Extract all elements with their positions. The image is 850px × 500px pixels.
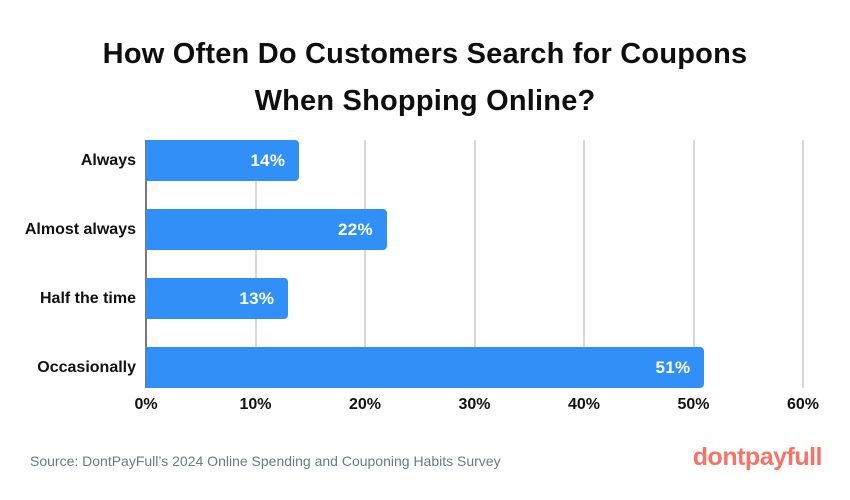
category-label: Almost always <box>24 220 136 238</box>
chart-title-line1: How Often Do Customers Search for Coupon… <box>102 38 748 70</box>
bar-row: Half the time 13% <box>40 278 803 319</box>
gridline <box>473 140 476 388</box>
chart-title: How Often Do Customers Search for Coupon… <box>0 31 850 125</box>
category-label: Occasionally <box>37 358 136 376</box>
x-tick-label: 40% <box>567 396 601 413</box>
gridline <box>364 140 366 388</box>
bar-row: Occasionally 51% <box>37 347 803 388</box>
bar: 51% <box>146 347 705 388</box>
x-tick-label: 50% <box>677 396 710 413</box>
category-label: Always <box>80 151 136 169</box>
x-tick-label: 10% <box>239 396 272 413</box>
dontpayfull-logo: dontpayfull <box>692 443 823 471</box>
bar-value-label: 51% <box>655 357 691 377</box>
plot-area: Always 14% Almost always 22% Half the time 13… <box>25 140 804 388</box>
gridline <box>254 140 257 388</box>
bars-container: Always 14% Almost always 22% Half the time 13… <box>25 140 803 388</box>
bar-value-label: 13% <box>239 288 275 308</box>
bar-row: Always 14% <box>81 140 803 181</box>
gridlines <box>145 140 804 388</box>
bar-value-label: 22% <box>337 219 373 239</box>
bar-value-label: 14% <box>250 150 286 170</box>
chart-title-line2: When Shopping Online? <box>254 85 596 117</box>
bar: 14% <box>146 140 300 181</box>
bar: 22% <box>146 209 387 250</box>
source-note: Source: DontPayFull’s 2024 Online Spendi… <box>30 453 501 469</box>
x-tick-label: 60% <box>786 396 820 413</box>
gridline <box>583 140 585 388</box>
x-tick-label: 20% <box>348 396 382 413</box>
gridline <box>692 140 695 388</box>
x-axis-tick-labels: 0% 10% 20% 30% 40% 50% 60% <box>134 396 819 418</box>
bar: 13% <box>146 278 289 319</box>
x-tick-label: 0% <box>134 396 158 413</box>
category-label: Half the time <box>39 289 136 307</box>
gridline <box>802 140 804 388</box>
y-axis-line <box>145 140 147 388</box>
bar-row: Almost always 22% <box>25 209 803 250</box>
x-tick-label: 30% <box>458 396 491 413</box>
